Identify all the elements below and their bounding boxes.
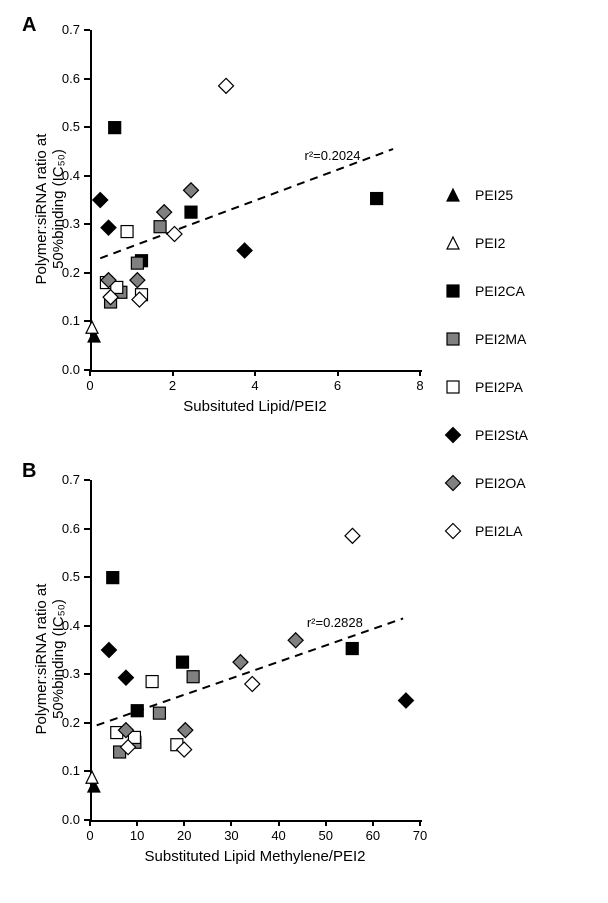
panel-a-label: A [22, 14, 36, 37]
legend-marker-icon [445, 475, 461, 491]
ytick-label: 0.0 [52, 362, 80, 377]
ytick [84, 625, 90, 627]
xtick [89, 820, 91, 826]
legend-item: PEI2 [445, 233, 528, 253]
xtick [372, 820, 374, 826]
ytick [84, 175, 90, 177]
ytick [84, 528, 90, 530]
xtick [419, 370, 421, 376]
xtick [183, 820, 185, 826]
xtick-label: 50 [311, 828, 341, 843]
xtick [337, 370, 339, 376]
xtick [230, 820, 232, 826]
legend-label: PEI2 [475, 235, 505, 251]
xtick [278, 820, 280, 826]
xtick-label: 30 [216, 828, 246, 843]
xtick-label: 40 [264, 828, 294, 843]
ytick [84, 126, 90, 128]
ytick [84, 770, 90, 772]
xtick [325, 820, 327, 826]
legend-marker-icon [445, 283, 461, 299]
figure: A B PEI25PEI2PEI2CAPEI2MAPEI2PAPEI2StAPE… [0, 0, 608, 903]
legend-label: PEI2OA [475, 475, 526, 491]
legend-item: PEI2LA [445, 521, 528, 541]
ytick-label: 0.7 [52, 472, 80, 487]
ytick [84, 223, 90, 225]
legend-item: PEI2PA [445, 377, 528, 397]
legend-marker-icon [445, 331, 461, 347]
xtick [254, 370, 256, 376]
panel-b-plot [90, 480, 422, 822]
legend-label: PEI2MA [475, 331, 526, 347]
legend-marker-icon [445, 379, 461, 395]
xtick [419, 820, 421, 826]
ytick-label: 0.1 [52, 313, 80, 328]
panel-a-r2: r²=0.2024 [305, 148, 361, 163]
legend-item: PEI2OA [445, 473, 528, 493]
xtick-label: 2 [158, 378, 188, 393]
ytick-label: 0.0 [52, 812, 80, 827]
ytick-label: 0.6 [52, 71, 80, 86]
legend-marker-icon [445, 235, 461, 251]
xtick-label: 70 [405, 828, 435, 843]
xtick-label: 20 [169, 828, 199, 843]
ytick [84, 320, 90, 322]
legend-label: PEI2LA [475, 523, 522, 539]
panel-b-xlabel: Substituted Lipid Methylene/PEI2 [90, 848, 420, 865]
xtick-label: 0 [75, 378, 105, 393]
panel-b-r2: r²=0.2828 [307, 615, 363, 630]
panel-a-plot [90, 30, 422, 372]
xtick-label: 4 [240, 378, 270, 393]
xtick-label: 0 [75, 828, 105, 843]
ytick [84, 29, 90, 31]
legend-marker-icon [445, 187, 461, 203]
xtick [172, 370, 174, 376]
xtick-label: 8 [405, 378, 435, 393]
panel-b-ylabel: Polymer:siRNA ratio at 50%binding (IC₅₀) [33, 569, 67, 749]
legend-label: PEI2StA [475, 427, 528, 443]
legend-label: PEI25 [475, 187, 513, 203]
ytick-label: 0.1 [52, 763, 80, 778]
legend-label: PEI2CA [475, 283, 525, 299]
legend-item: PEI25 [445, 185, 528, 205]
legend: PEI25 PEI2 PEI2CA PEI2MA PEI2PA PEI2StA PEI2OA… [445, 185, 528, 569]
ytick-label: 0.7 [52, 22, 80, 37]
legend-marker-icon [445, 523, 461, 539]
legend-marker-icon [445, 427, 461, 443]
ytick [84, 576, 90, 578]
legend-item: PEI2MA [445, 329, 528, 349]
xtick [136, 820, 138, 826]
panel-b-label: B [22, 460, 36, 483]
ytick [84, 722, 90, 724]
legend-item: PEI2StA [445, 425, 528, 445]
xtick-label: 6 [323, 378, 353, 393]
ytick [84, 272, 90, 274]
xtick-label: 10 [122, 828, 152, 843]
panel-a-xlabel: Subsituted Lipid/PEI2 [90, 398, 420, 415]
ytick-label: 0.6 [52, 521, 80, 536]
ytick [84, 479, 90, 481]
legend-item: PEI2CA [445, 281, 528, 301]
xtick-label: 60 [358, 828, 388, 843]
ytick [84, 78, 90, 80]
xtick [89, 370, 91, 376]
ytick [84, 673, 90, 675]
panel-a-ylabel: Polymer:siRNA ratio at 50%binding (IC₅₀) [33, 119, 67, 299]
legend-label: PEI2PA [475, 379, 523, 395]
